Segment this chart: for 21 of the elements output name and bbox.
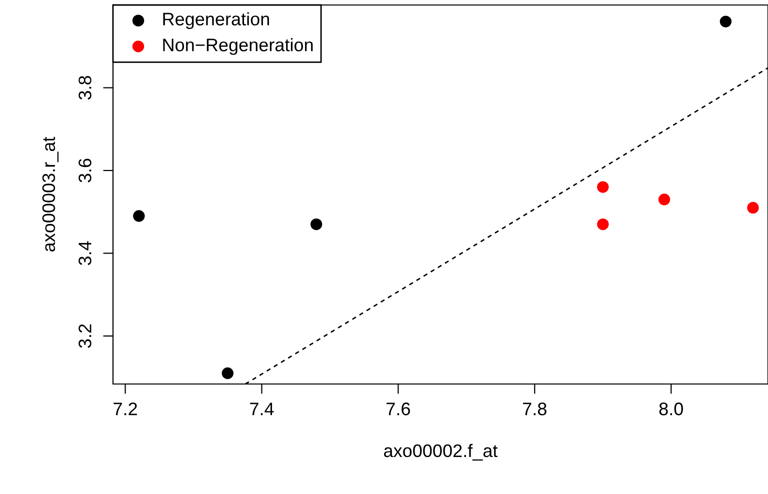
point (222, 367, 234, 380)
x-axis-title: axo00002.f_at (384, 444, 498, 461)
point (310, 218, 322, 230)
x-tick-label: 7.4 (250, 402, 274, 416)
legend-label: Regeneration (163, 12, 269, 30)
x-tick-label: 8.0 (659, 402, 683, 416)
point (133, 210, 145, 222)
point (747, 202, 759, 214)
y-tick-label: 3.2 (78, 324, 92, 348)
point (720, 16, 732, 28)
y-tick-label: 3.4 (78, 241, 92, 266)
x-tick-label: 7.8 (523, 402, 546, 416)
y-tick-label: 3.8 (78, 76, 92, 100)
x-tick-label: 7.6 (386, 402, 410, 416)
legend-label: Non−Regeneration (163, 38, 313, 55)
point (597, 218, 609, 230)
point (597, 181, 609, 193)
y-tick-label: 3.6 (78, 158, 92, 182)
x-tick-label: 7.2 (114, 402, 137, 416)
point (658, 194, 670, 206)
y-axis-title: axo00003.r_at (42, 136, 59, 252)
